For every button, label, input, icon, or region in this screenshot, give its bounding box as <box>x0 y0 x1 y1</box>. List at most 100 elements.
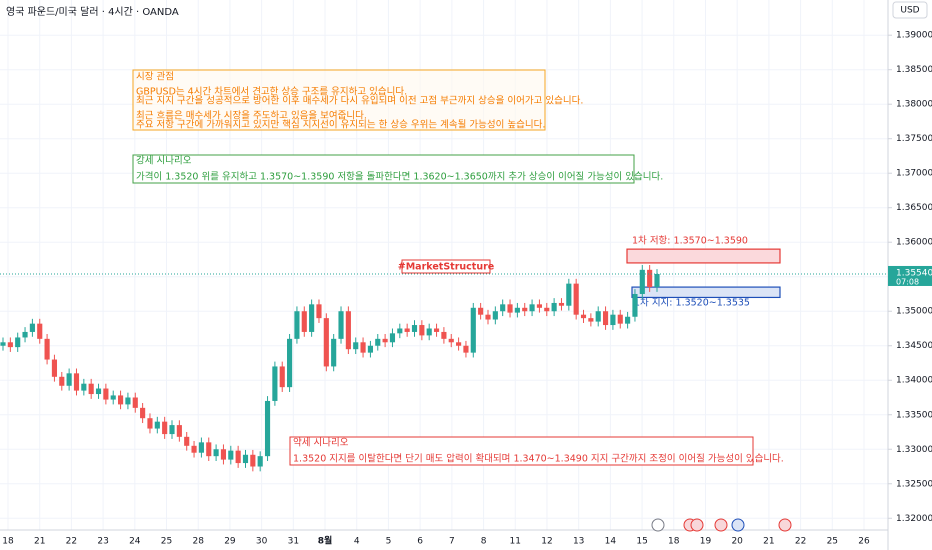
candle-body <box>492 311 498 320</box>
candle-body <box>617 314 623 324</box>
candle-body <box>162 421 168 435</box>
candle-body <box>654 273 660 288</box>
candle-body <box>294 311 300 339</box>
candle-body <box>558 302 565 306</box>
candle-body <box>389 333 396 343</box>
x-tick-label: 21 <box>34 537 45 547</box>
candle-body <box>206 442 212 457</box>
candle-body <box>375 338 381 346</box>
x-tick-label: 13 <box>573 537 584 547</box>
x-tick-label: 6 <box>417 537 423 547</box>
candle-body <box>632 293 638 317</box>
candle-body <box>228 450 234 460</box>
event-icon[interactable] <box>731 518 745 532</box>
countdown: 07:08 <box>896 277 919 286</box>
y-tick-label: 1.37500 <box>896 134 932 144</box>
candle-body <box>154 421 160 429</box>
y-tick-label: 1.34000 <box>896 376 932 386</box>
candle-body <box>257 456 263 467</box>
candle-body <box>81 383 87 391</box>
market-view-box <box>132 69 546 131</box>
y-tick-label: 1.37000 <box>896 169 932 179</box>
x-tick-label: 31 <box>288 537 299 547</box>
support-zone <box>631 286 781 299</box>
event-icon[interactable] <box>690 518 704 532</box>
candle-body <box>37 323 43 339</box>
candle-body <box>191 445 197 453</box>
event-icon[interactable] <box>651 518 665 532</box>
candle-body <box>287 338 293 388</box>
candle-body <box>198 442 204 453</box>
candle-body <box>59 376 65 386</box>
last-price-tag <box>888 265 932 286</box>
y-tick-label: 1.36000 <box>896 238 932 248</box>
candle-body <box>441 331 447 339</box>
candle-body <box>103 388 109 400</box>
candle-body <box>353 342 359 350</box>
x-tick-label: 26 <box>858 537 870 547</box>
candle-body <box>404 328 410 332</box>
candle-body <box>220 449 227 460</box>
x-tick-label: 21 <box>763 537 774 547</box>
event-icons <box>651 518 792 532</box>
x-tick-label: 4 <box>354 537 360 547</box>
x-tick-label: 12 <box>541 537 552 547</box>
event-icon[interactable] <box>778 518 792 532</box>
candle-body <box>397 328 403 334</box>
candle-body <box>470 307 476 353</box>
candle-body <box>169 425 175 435</box>
bullish-text: 가격이 1.3520 위를 유지하고 1.3570~1.3590 저항을 돌파한… <box>136 171 663 183</box>
x-tick-label: 11 <box>510 537 521 547</box>
x-tick-label: 25 <box>827 537 838 547</box>
candle-body <box>456 342 462 346</box>
x-tick-label: 22 <box>66 537 77 547</box>
candle-body <box>639 269 645 294</box>
y-tick-label: 1.32500 <box>896 479 932 489</box>
market-view-line: GBPUSD는 4시간 차트에서 견고한 상승 구조를 유지하고 있습니다. <box>136 86 407 98</box>
x-tick-label: 5 <box>386 537 392 547</box>
candle-body <box>0 342 6 346</box>
event-icon[interactable] <box>714 518 728 532</box>
candle-body <box>309 304 315 332</box>
x-tick-label: 14 <box>605 537 617 547</box>
candle-body <box>367 345 373 353</box>
market-view-title: 시장 관점 <box>136 71 174 83</box>
currency-label[interactable]: USD <box>900 6 919 16</box>
tag-box <box>401 259 491 274</box>
market-view-line: 주요 저항 구간에 가까워지고 있지만 핵심 지지선이 유지되는 한 상승 우위… <box>136 119 545 131</box>
candle-body <box>433 328 440 332</box>
candle-body <box>419 325 425 336</box>
y-tick-label: 1.34500 <box>896 341 932 351</box>
candle-body <box>29 323 35 332</box>
currency-button[interactable] <box>892 1 928 19</box>
candle-body <box>316 304 322 319</box>
candle-body <box>132 397 138 408</box>
y-tick-label: 1.33500 <box>896 410 932 420</box>
candle-body <box>345 311 351 350</box>
candle-body <box>140 407 146 419</box>
candle-body <box>360 342 366 353</box>
candle-body <box>500 304 506 312</box>
x-tick-label: 24 <box>129 537 141 547</box>
bearish-title: 약세 시나리오 <box>293 437 349 449</box>
x-tick-label: 7 <box>449 537 455 547</box>
candle-body <box>125 397 131 405</box>
x-tick-label: 25 <box>161 537 172 547</box>
bearish-box <box>289 436 754 466</box>
candle-body <box>529 304 535 312</box>
candle-body <box>573 283 579 315</box>
x-tick-label: 22 <box>795 537 806 547</box>
candle-body <box>147 418 153 429</box>
candle-body <box>588 318 594 322</box>
candle-body <box>551 302 557 312</box>
candle-body <box>595 311 601 322</box>
candle-body <box>331 338 337 367</box>
candle-body <box>323 318 329 367</box>
candle-body <box>514 307 520 313</box>
candle-body <box>544 307 550 312</box>
candle-body <box>44 338 50 360</box>
y-tick-label: 1.38500 <box>896 65 932 75</box>
candle-body <box>448 338 454 343</box>
candle-body <box>110 395 116 400</box>
candle-body <box>536 304 542 308</box>
